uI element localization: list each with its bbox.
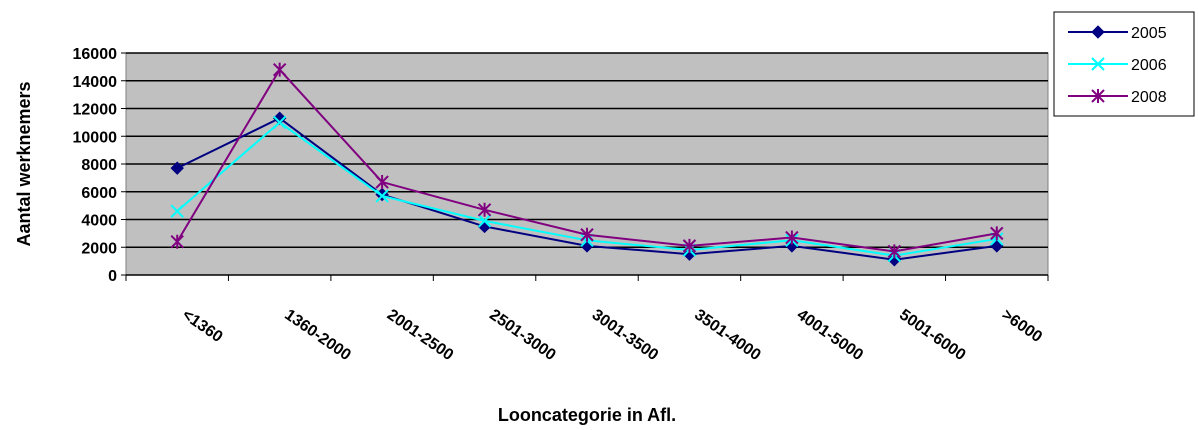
y-axis-title: Aantal werknemers: [14, 81, 34, 246]
data-point-marker: [272, 115, 287, 130]
x-tick-label: 3501-4000: [691, 306, 764, 364]
x-tick-label: <1360: [179, 306, 226, 346]
data-point-marker: [272, 111, 287, 125]
series-2008: [170, 62, 1004, 259]
legend: 2005 2006 2008: [1053, 11, 1195, 117]
data-series: [170, 62, 1004, 267]
legend-entry: 2006: [1068, 57, 1167, 74]
y-tick-label: 4000: [81, 213, 117, 230]
legend-label: 2006: [1131, 57, 1167, 74]
data-point-marker: [580, 227, 594, 242]
data-point-marker: [785, 230, 799, 245]
data-point-marker: [1091, 25, 1105, 39]
data-point-marker: [682, 238, 697, 253]
data-point-marker: [477, 214, 492, 228]
data-point-marker: [887, 244, 902, 259]
x-tick-label: 1360-2000: [281, 306, 354, 364]
x-tick-label: 5001-6000: [896, 306, 969, 364]
y-tick-label: 10000: [73, 129, 118, 146]
data-point-marker: [990, 226, 1004, 241]
data-point-marker: [170, 161, 184, 175]
legend-label: 2005: [1131, 25, 1167, 42]
data-point-marker: [1091, 89, 1105, 103]
gridlines: [126, 52, 1048, 276]
y-tick-label: 6000: [81, 185, 117, 202]
x-axis-ticks: <1360 1360-2000 2001-2500 2501-3000 3001-350…: [125, 275, 1049, 364]
x-tick-label: 2501-3000: [486, 306, 559, 364]
data-point-marker: [887, 253, 902, 267]
x-tick-label: 2001-2500: [384, 306, 457, 364]
y-axis-ticks: 0 2000 4000 6000 8000 10000 12000 14000 16000: [73, 46, 126, 285]
y-tick-label: 12000: [73, 102, 118, 119]
legend-label: 2008: [1131, 89, 1167, 106]
data-point-marker: [375, 189, 389, 203]
x-axis-title: Looncategorie in Afl.: [498, 405, 676, 425]
data-point-marker: [682, 247, 697, 261]
y-tick-label: 0: [108, 268, 117, 285]
legend-entry: 2005: [1068, 25, 1167, 42]
y-tick-label: 2000: [81, 240, 117, 257]
y-tick-label: 14000: [73, 74, 118, 91]
data-point-marker: [477, 202, 492, 217]
x-tick-label: 3001-3500: [589, 306, 662, 364]
data-point-marker: [375, 175, 389, 190]
y-tick-label: 16000: [73, 46, 118, 63]
data-point-marker: [272, 62, 287, 77]
x-tick-label: >6000: [998, 306, 1045, 346]
legend-entry: 2008: [1068, 89, 1167, 106]
x-tick-label: 4001-5000: [794, 306, 867, 364]
data-point-marker: [170, 204, 184, 218]
data-point-marker: [1091, 57, 1105, 71]
data-point-marker: [170, 234, 184, 249]
y-tick-label: 8000: [81, 157, 117, 174]
